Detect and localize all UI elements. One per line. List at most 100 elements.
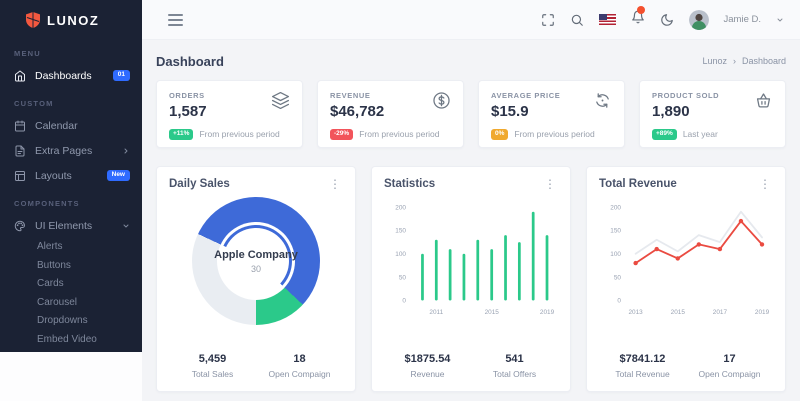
maximize-icon[interactable] (541, 13, 555, 27)
stat-value: $15.9 (491, 103, 529, 120)
chevron-down-icon (123, 224, 129, 227)
stat-value: 1,890 (652, 103, 690, 120)
footer-stat-value: 541 (505, 353, 524, 365)
breadcrumb-separator: › (732, 56, 736, 66)
sidebar-subitem-embed-video[interactable]: Embed Video (37, 333, 97, 345)
statistics-bar-chart: 0 50 100 150 200 2011 2015 2019 (395, 204, 554, 316)
sidebar-item-label: UI Elements (35, 219, 93, 232)
footer-stat-label: Open Compaign (698, 369, 761, 379)
breadcrumb: Lunoz › Dashboard (702, 56, 786, 66)
basket-icon (756, 93, 771, 108)
stat-value: $46,782 (330, 103, 385, 120)
svg-text:2015: 2015 (671, 309, 686, 316)
logo[interactable]: LUNOZ (0, 0, 142, 38)
footer-stat-value: 17 (723, 353, 736, 365)
stat-label: ORDERS (169, 91, 205, 100)
footer-stat-label: Total Sales (191, 369, 234, 379)
stat-label: REVENUE (330, 91, 371, 100)
section-label-custom: CUSTOM (14, 99, 54, 108)
stats-row: ORDERS 1,587 +11% From previous period R… (156, 80, 786, 148)
moon-icon[interactable] (660, 13, 674, 27)
dollar-circle-icon (433, 92, 450, 109)
stat-note: From previous period (514, 129, 595, 140)
card-title: Statistics (384, 178, 436, 190)
home-icon (15, 70, 25, 81)
sidebar-item-label: Extra Pages (35, 144, 93, 157)
sidebar-item-calendar[interactable]: Calendar (0, 113, 142, 138)
sidebar-subitem-buttons[interactable]: Buttons (37, 259, 71, 271)
svg-text:0: 0 (617, 298, 621, 305)
stat-value: 1,587 (169, 103, 207, 120)
total-revenue-line-chart: 0 50 100 150 200 2013 2015 2017 2019 (610, 204, 770, 316)
kebab-menu-icon[interactable]: ⋮ (329, 177, 341, 191)
main-content: Dashboard Lunoz › Dashboard ORDERS 1,587… (142, 40, 800, 401)
sidebar-item-label: Dashboards (35, 69, 92, 82)
sync-icon (596, 93, 609, 108)
search-icon[interactable] (570, 13, 584, 27)
svg-text:2019: 2019 (755, 309, 770, 316)
sidebar-item-extra-pages[interactable]: Extra Pages (0, 138, 142, 163)
sidebar-item-layouts[interactable]: Layouts New (0, 163, 142, 188)
stat-card-average-price: AVERAGE PRICE $15.9 0% From previous per… (478, 80, 625, 148)
sidebar: LUNOZ MENU Dashboards 01 CUSTOM Calendar… (0, 0, 142, 352)
sidebar-item-dashboards[interactable]: Dashboards 01 (0, 63, 142, 88)
breadcrumb-parent[interactable]: Lunoz (702, 56, 727, 66)
section-label-menu: MENU (14, 49, 41, 58)
svg-text:50: 50 (614, 274, 622, 281)
sidebar-item-ui-elements[interactable]: UI Elements (0, 213, 142, 238)
footer-stat-value: 18 (293, 353, 306, 365)
total-revenue-card: Total Revenue ⋮ 0 50 100 150 200 2013 2015 2017… (586, 166, 786, 392)
notification-dot (636, 6, 645, 14)
svg-text:200: 200 (395, 204, 406, 211)
chevron-right-icon (124, 148, 128, 153)
kebab-menu-icon[interactable]: ⋮ (759, 177, 771, 191)
stat-card-revenue: REVENUE $46,782 -29% From previous perio… (317, 80, 464, 148)
daily-sales-donut-chart: Apple Company 30 (192, 197, 320, 325)
card-title: Daily Sales (169, 178, 230, 190)
sidebar-subitem-alerts[interactable]: Alerts (37, 241, 63, 252)
dashboards-count-badge: 01 (112, 70, 130, 81)
svg-text:150: 150 (395, 228, 406, 235)
kebab-menu-icon[interactable]: ⋮ (544, 177, 556, 191)
stat-badge: -29% (330, 129, 354, 140)
footer-stat-value: $1875.54 (404, 353, 451, 365)
flag-us-icon[interactable] (598, 14, 616, 25)
avatar[interactable] (688, 9, 709, 30)
layers-icon (271, 91, 290, 110)
svg-text:2017: 2017 (713, 309, 728, 316)
logo-text: LUNOZ (47, 12, 100, 28)
statistics-card: Statistics ⋮ 0 50 100 150 200 2011 2015 2019 $1… (371, 166, 571, 392)
stat-card-product-sold: PRODUCT SOLD 1,890 +89% Last year (639, 80, 786, 148)
charts-row: Daily Sales ⋮ Apple Company 30 5,459 T (156, 166, 786, 392)
page-title: Dashboard (156, 53, 224, 69)
caret-down-icon[interactable] (776, 16, 784, 24)
stat-label: PRODUCT SOLD (652, 91, 720, 100)
footer-stat-value: 5,459 (198, 353, 227, 365)
sidebar-item-label: Calendar (35, 119, 78, 132)
stat-note: From previous period (199, 129, 280, 140)
stat-badge: +11% (169, 129, 194, 140)
sidebar-subitem-carousel[interactable]: Carousel (37, 296, 78, 308)
bell-icon[interactable] (631, 6, 645, 29)
sidebar-subitem-dropdowns[interactable]: Dropdowns (37, 315, 88, 326)
svg-text:100: 100 (395, 251, 406, 258)
menu-icon[interactable] (168, 13, 183, 26)
breadcrumb-current: Dashboard (741, 56, 786, 66)
stat-badge: 0% (491, 129, 509, 140)
user-name[interactable]: Jamie D. (723, 14, 761, 25)
footer-stat-label: Total Revenue (615, 369, 670, 379)
footer-stat-label: Open Compaign (268, 369, 331, 379)
shield-logo-icon (26, 12, 40, 28)
svg-text:2011: 2011 (429, 309, 443, 316)
svg-text:100: 100 (610, 251, 621, 258)
stat-card-orders: ORDERS 1,587 +11% From previous period (156, 80, 303, 148)
svg-text:200: 200 (610, 204, 621, 211)
palette-icon (14, 220, 25, 231)
stat-note: Last year (682, 129, 718, 140)
daily-sales-card: Daily Sales ⋮ Apple Company 30 5,459 T (156, 166, 356, 392)
file-icon (15, 145, 25, 156)
donut-center-value: 30 (250, 263, 261, 274)
svg-text:0: 0 (402, 298, 406, 305)
card-title: Total Revenue (599, 178, 677, 190)
sidebar-subitem-cards[interactable]: Cards (37, 278, 64, 289)
